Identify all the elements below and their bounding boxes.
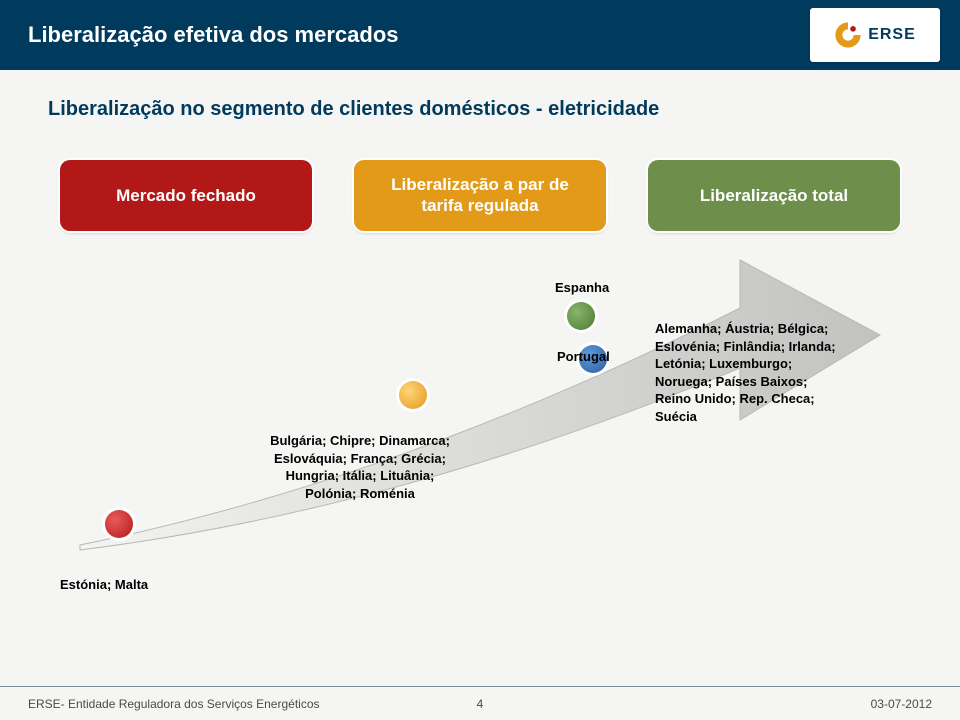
label-portugal: Portugal [557, 348, 610, 366]
footer-page-number: 4 [477, 697, 484, 711]
footer-left: ERSE- Entidade Reguladora dos Serviços E… [28, 697, 320, 711]
label-spain: Espanha [555, 279, 609, 297]
progress-diagram: Estónia; Malta Bulgária; Chipre; Dinamar… [60, 250, 900, 580]
footer-date: 03-07-2012 [871, 697, 932, 711]
stage-pills: Mercado fechado Liberalização a par de t… [60, 160, 900, 231]
pill-closed-market: Mercado fechado [60, 160, 312, 231]
pill-full-liberalization: Liberalização total [648, 160, 900, 231]
dot-partial [399, 381, 427, 409]
label-full-countries: Alemanha; Áustria; Bélgica; Eslovénia; F… [655, 320, 836, 425]
footer: ERSE- Entidade Reguladora dos Serviços E… [0, 686, 960, 720]
label-partial: Bulgária; Chipre; Dinamarca; Eslováquia;… [250, 432, 470, 502]
logo-text: ERSE [868, 26, 916, 44]
slide: Liberalização efetiva dos mercados ERSE … [0, 0, 960, 720]
subtitle: Liberalização no segmento de clientes do… [48, 98, 659, 121]
page-title: Liberalização efetiva dos mercados [28, 22, 399, 48]
logo-mark-icon [834, 21, 862, 49]
dot-closed-market [105, 510, 133, 538]
pill-partial-liberalization: Liberalização a par de tarifa regulada [354, 160, 606, 231]
org-logo: ERSE [810, 8, 940, 62]
label-closed-market: Estónia; Malta [60, 576, 148, 594]
dot-spain [567, 302, 595, 330]
